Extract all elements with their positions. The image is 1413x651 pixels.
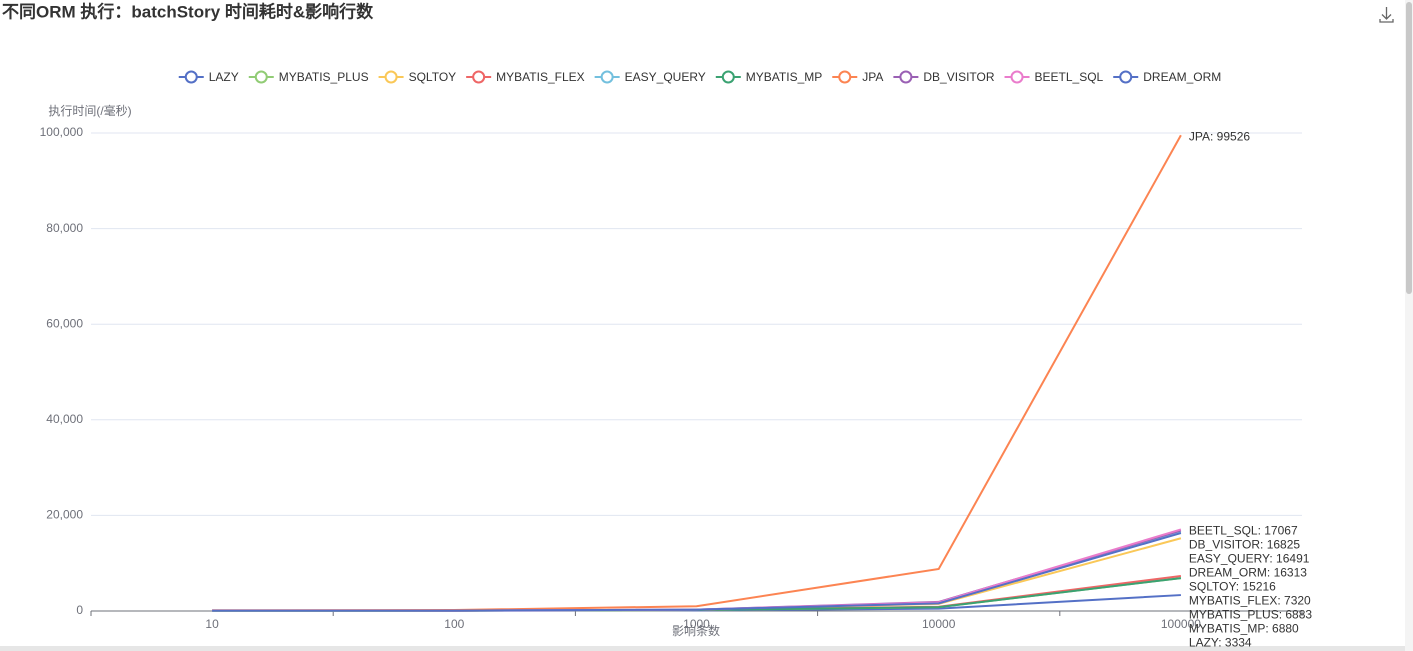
end-label: MYBATIS_FLEX: 7320	[1189, 594, 1311, 608]
legend-marker	[1010, 70, 1024, 84]
end-label: MYBATIS_PLUS: 6883	[1189, 608, 1312, 622]
legend-label: SQLTOY	[409, 70, 457, 84]
y-tick-label: 80,000	[46, 221, 83, 235]
legend-item[interactable]: SQLTOY	[378, 70, 457, 84]
x-tick-label: 10000	[922, 617, 956, 631]
legend-label: MYBATIS_FLEX	[496, 70, 584, 84]
legend-item[interactable]: DB_VISITOR	[893, 70, 995, 84]
legend-marker	[899, 70, 913, 84]
legend-item[interactable]: JPA	[832, 70, 883, 84]
end-label: DB_VISITOR: 16825	[1189, 538, 1300, 552]
legend-item[interactable]: EASY_QUERY	[594, 70, 706, 84]
y-axis-title: 执行时间(/毫秒)	[48, 103, 131, 118]
y-tick-label: 60,000	[46, 316, 83, 330]
series-line	[212, 532, 1182, 612]
y-tick-label: 0	[76, 603, 83, 617]
end-label: LAZY: 3334	[1189, 636, 1252, 650]
bottom-border	[0, 646, 1405, 651]
scrollbar-thumb[interactable]	[1406, 2, 1412, 294]
x-tick-label: 100000	[1161, 617, 1201, 631]
legend-marker	[184, 70, 198, 84]
x-tick-label: 1000	[683, 617, 710, 631]
legend-label: LAZY	[209, 70, 239, 84]
legend-label: DREAM_ORM	[1143, 70, 1221, 84]
legend-item[interactable]: BEETL_SQL	[1004, 70, 1104, 84]
end-label: DREAM_ORM: 16313	[1189, 566, 1307, 580]
legend-marker	[838, 70, 852, 84]
legend-item[interactable]: MYBATIS_PLUS	[248, 70, 369, 84]
legend-label: DB_VISITOR	[923, 70, 994, 84]
y-tick-label: 100,000	[40, 125, 84, 139]
legend-item[interactable]: DREAM_ORM	[1113, 70, 1221, 84]
y-tick-label: 20,000	[46, 508, 83, 522]
chart-title: 不同ORM 执行：batchStory 时间耗时&影响行数	[2, 1, 374, 21]
end-label: MYBATIS_MP: 6880	[1189, 622, 1299, 636]
x-axis-title: 影响条数	[672, 623, 720, 638]
end-label: JPA: 99526	[1189, 129, 1250, 143]
legend-item[interactable]: MYBATIS_MP	[715, 70, 822, 84]
legend-label: EASY_QUERY	[625, 70, 706, 84]
x-tick-label: 10	[205, 617, 219, 631]
legend-item[interactable]: LAZY	[178, 70, 239, 84]
legend-marker	[384, 70, 398, 84]
y-tick-label: 40,000	[46, 412, 83, 426]
legend-item[interactable]: MYBATIS_FLEX	[466, 70, 585, 84]
legend-label: MYBATIS_MP	[746, 70, 822, 84]
legend-marker	[254, 70, 268, 84]
scrollbar-track[interactable]	[1405, 0, 1413, 651]
end-label: SQLTOY: 15216	[1189, 580, 1276, 594]
legend: LAZY MYBATIS_PLUS SQLTOY MYBATIS_FLEX EASY_Q…	[178, 70, 1221, 84]
legend-label: JPA	[862, 70, 883, 84]
legend-marker	[721, 70, 735, 84]
legend-label: BEETL_SQL	[1035, 70, 1104, 84]
legend-label: MYBATIS_PLUS	[279, 70, 369, 84]
download-icon[interactable]	[1379, 7, 1394, 23]
end-label: BEETL_SQL: 17067	[1189, 524, 1298, 538]
legend-marker	[600, 70, 614, 84]
legend-marker	[1119, 70, 1133, 84]
legend-marker	[472, 70, 486, 84]
end-label: EASY_QUERY: 16491	[1189, 552, 1310, 566]
x-tick-label: 100	[444, 617, 464, 631]
